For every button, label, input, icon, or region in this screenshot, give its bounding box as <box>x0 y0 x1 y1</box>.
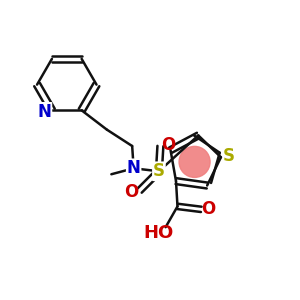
Text: N: N <box>127 159 141 177</box>
Text: HO: HO <box>143 224 173 242</box>
Text: S: S <box>222 147 234 165</box>
Text: N: N <box>38 103 51 121</box>
Text: S: S <box>153 162 165 180</box>
Text: O: O <box>161 136 175 154</box>
Text: O: O <box>202 200 216 218</box>
Circle shape <box>179 146 210 177</box>
Text: O: O <box>124 183 138 201</box>
